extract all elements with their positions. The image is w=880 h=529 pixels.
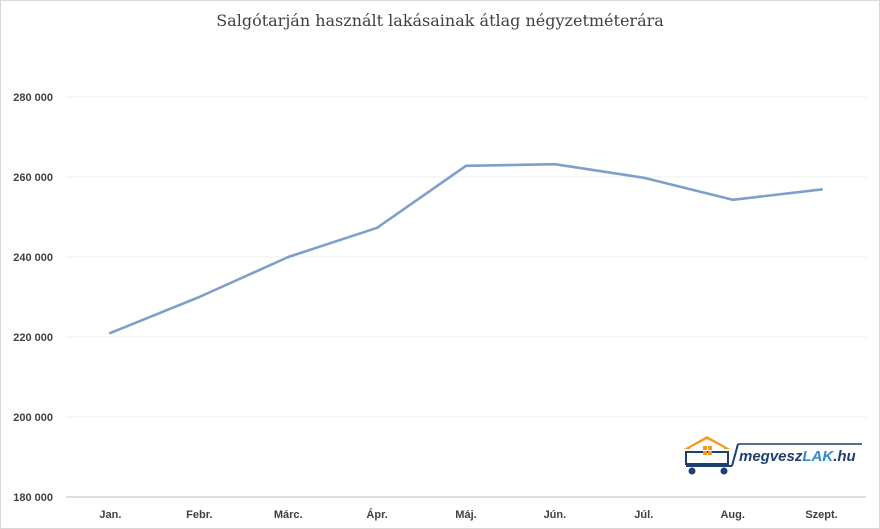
cart-wheel-right — [720, 467, 728, 475]
data-point — [286, 255, 290, 259]
x-axis-ticks: Jan. Febr. Márc. Ápr. Máj. Jún. Júl. Aug. Szept. — [99, 508, 837, 521]
y-tick-label: 180 000 — [13, 492, 53, 504]
x-tick-label: Jan. — [99, 509, 121, 521]
logo-text-dark: megvesz — [739, 448, 803, 465]
y-tick-label: 220 000 — [13, 332, 53, 344]
data-point — [375, 226, 379, 230]
data-point — [731, 198, 734, 202]
data-point — [109, 331, 112, 335]
logo-wordmark: megveszLAK.hu — [739, 448, 856, 465]
x-tick-label: Ápr. — [366, 508, 387, 521]
series-lines — [109, 162, 823, 335]
data-point — [820, 188, 823, 191]
x-tick-label: Aug. — [720, 509, 744, 521]
window-1 — [703, 446, 707, 450]
logo-text-accent: LAK — [802, 448, 834, 465]
x-tick-label: Febr. — [186, 509, 212, 521]
house-cart-icon — [684, 436, 862, 475]
x-tick-label: Máj. — [455, 509, 476, 521]
y-axis-ticks: 180 000 200 000 220 000 240 000 260 000 280 0… — [13, 92, 53, 504]
x-tick-label: Júl. — [634, 509, 653, 521]
data-point — [553, 162, 557, 166]
y-tick-label: 240 000 — [13, 252, 53, 264]
window-2 — [708, 446, 712, 450]
megveszlak-logo: megveszLAK.hu — [684, 436, 862, 475]
series-line — [109, 162, 823, 335]
cart-wheel-left — [688, 467, 696, 475]
gridlines — [66, 96, 866, 498]
y-tick-label: 200 000 — [13, 412, 53, 424]
x-tick-label: Márc. — [274, 509, 303, 521]
window-3 — [703, 451, 707, 455]
cart-handle — [731, 443, 739, 467]
chart-title: Salgótarján használt lakásainak átlag né… — [216, 11, 664, 30]
logo-text-suffix: .hu — [833, 448, 856, 465]
y-tick-label: 280 000 — [13, 92, 53, 104]
data-point — [642, 176, 646, 180]
x-tick-label: Jún. — [544, 509, 567, 521]
data-point — [464, 164, 468, 168]
window-4 — [708, 451, 712, 455]
roof-inner — [690, 439, 724, 452]
x-tick-label: Szept. — [805, 509, 837, 521]
y-tick-label: 260 000 — [13, 172, 53, 184]
data-point — [198, 295, 201, 299]
